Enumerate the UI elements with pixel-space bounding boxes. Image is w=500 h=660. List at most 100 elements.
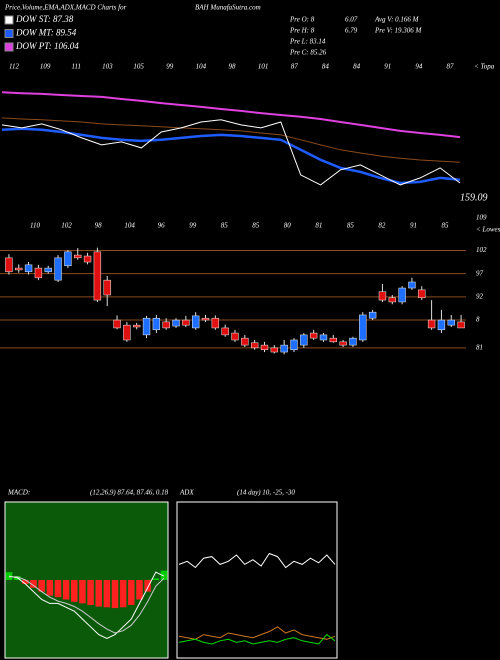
candle-body	[260, 344, 269, 350]
price-label: 84	[353, 63, 361, 71]
histogram-bar	[30, 580, 37, 588]
line	[178, 626, 336, 640]
histogram-bar	[22, 580, 29, 584]
candle-body	[290, 339, 298, 350]
price-label: 91	[410, 222, 417, 230]
price-label: 91	[384, 63, 391, 71]
legend-swatch	[4, 15, 14, 25]
price-label: 111	[72, 63, 81, 71]
price-label: 103	[102, 63, 113, 71]
price-label: 99	[189, 222, 197, 230]
candle-body	[309, 332, 318, 339]
price-label: 84	[322, 63, 330, 71]
panel-border	[176, 501, 338, 659]
candle-body	[64, 251, 72, 267]
candle-body	[418, 289, 426, 299]
panel-title: ADX	[179, 489, 194, 497]
legend-swatch	[4, 42, 14, 52]
price-label: 112	[9, 63, 19, 71]
price-label: 109	[40, 63, 51, 71]
histogram-bar	[119, 580, 127, 608]
info-text: Pre L: 83.14	[289, 38, 326, 46]
candle-body	[280, 344, 288, 353]
histogram-bar	[128, 580, 135, 605]
panel-params: (14 day) 10, -25, -30	[237, 489, 295, 497]
legend-swatch	[4, 29, 14, 38]
axis-note: < Lowes	[476, 226, 500, 234]
candle-body	[201, 317, 210, 321]
price-label: 99	[166, 63, 174, 71]
price-label: 105	[133, 63, 144, 71]
price-label: 96	[158, 222, 166, 230]
price-label: 85	[221, 222, 229, 230]
candle-body	[133, 324, 141, 328]
panel-params: (12,26,9) 87.64, 87.46, 0.18	[90, 489, 169, 497]
candle-body	[398, 287, 406, 303]
legend-label: DOW ST: 87.38	[15, 14, 74, 24]
candle-body	[221, 327, 229, 336]
candle-body	[241, 337, 249, 346]
price-label: 94	[415, 63, 423, 71]
candle-body	[231, 332, 239, 341]
line	[9, 576, 165, 634]
price-label: 85	[442, 222, 450, 230]
histogram-bar	[103, 580, 111, 608]
histogram-bar	[71, 580, 78, 602]
candle-body	[319, 334, 328, 341]
site-name: BAH MunafaSutra.com	[195, 4, 261, 12]
legend-label: DOW PT: 106.04	[15, 41, 79, 51]
candle-body	[211, 317, 220, 329]
line	[1, 119, 461, 186]
y-tick-label: 102	[476, 246, 487, 254]
price-label: 98	[95, 222, 103, 230]
line	[1, 117, 461, 163]
y-tick-label: 109	[476, 214, 487, 222]
price-label: 87	[291, 63, 299, 71]
candle-body	[113, 319, 121, 329]
price-label: 87	[447, 63, 455, 71]
line	[9, 571, 165, 640]
candle-body	[427, 319, 436, 329]
candle-body	[368, 311, 377, 319]
candle-body	[329, 337, 337, 343]
price-label: 110	[30, 222, 40, 230]
histogram-bar	[95, 580, 102, 607]
price-label: 81	[315, 222, 322, 230]
histogram-bar	[46, 580, 54, 596]
candle-body	[250, 342, 259, 349]
candle-body	[93, 251, 102, 301]
price-label: 104	[124, 222, 135, 230]
candle-body	[339, 341, 347, 346]
line	[1, 91, 461, 139]
candle-body	[15, 267, 23, 271]
candle-body	[359, 314, 367, 341]
candle-body	[24, 264, 33, 273]
candle-body	[270, 347, 279, 353]
line	[178, 633, 336, 645]
y-tick-label: 97	[476, 269, 484, 277]
histogram-bar	[144, 580, 151, 592]
candle-body	[123, 324, 131, 341]
info-text: 6.07	[345, 16, 358, 24]
histogram-bar	[111, 580, 119, 609]
candle-body	[388, 297, 396, 303]
candle-body	[152, 317, 161, 331]
price-label: 102	[61, 222, 72, 230]
legend-label: DOW MT: 89.54	[15, 28, 77, 38]
note: < Topa	[474, 63, 495, 71]
price-label: 101	[258, 63, 269, 71]
candle-body	[34, 267, 43, 279]
y-tick-label: 92	[476, 292, 484, 300]
info-text: Pre H: 8	[289, 27, 315, 35]
info-text: Avg V: 0.166 M	[374, 16, 420, 24]
candle-body	[378, 291, 387, 301]
panel-title: MACD:	[7, 489, 30, 497]
histogram-bar	[152, 578, 160, 580]
histogram-bar	[136, 580, 143, 600]
info-text: Pre V: 19.306 M	[374, 27, 422, 35]
candle-body	[408, 281, 416, 289]
panel-bg	[4, 501, 169, 659]
histogram-bar	[160, 570, 168, 580]
